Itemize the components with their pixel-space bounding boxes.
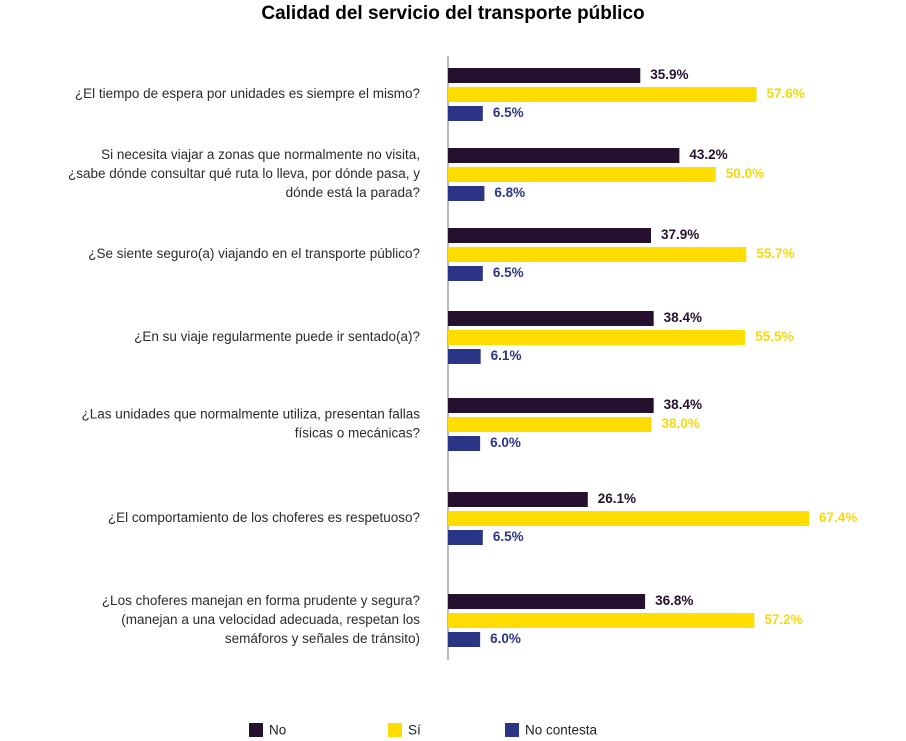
- category-label: dónde está la parada?: [286, 185, 420, 200]
- category-label: (manejan a una velocidad adecuada, respe…: [121, 612, 420, 627]
- bar-0: [448, 311, 654, 326]
- data-label: 6.8%: [494, 185, 525, 200]
- bar-1: [448, 167, 716, 182]
- category-label: ¿Los choferes manejan en forma prudente …: [102, 593, 420, 608]
- data-label: 55.5%: [755, 329, 793, 344]
- category-label: ¿El comportamiento de los choferes es re…: [108, 510, 420, 525]
- bar-1: [448, 417, 652, 432]
- bar-2: [448, 349, 481, 364]
- data-label: 6.5%: [493, 105, 524, 120]
- category-label: ¿sabe dónde consultar qué ruta lo lleva,…: [68, 166, 420, 181]
- data-label: 26.1%: [598, 491, 636, 506]
- bar-0: [448, 594, 646, 609]
- legend-swatch: [388, 723, 402, 737]
- data-label: 35.9%: [650, 67, 688, 82]
- category-label: ¿En su viaje regularmente puede ir senta…: [134, 329, 420, 344]
- data-label: 6.1%: [491, 348, 522, 363]
- data-label: 50.0%: [726, 166, 764, 181]
- category-label: físicas o mecánicas?: [295, 426, 420, 441]
- legend-label: No: [269, 723, 286, 738]
- bar-0: [448, 68, 641, 83]
- legend-swatch: [505, 723, 519, 737]
- bar-0: [448, 398, 654, 413]
- data-label: 57.2%: [764, 612, 802, 627]
- data-label: 38.4%: [664, 310, 702, 325]
- bar-0: [448, 148, 680, 163]
- data-label: 6.0%: [490, 435, 521, 450]
- category-label: ¿Se siente seguro(a) viajando en el tran…: [88, 246, 420, 261]
- data-label: 6.5%: [493, 529, 524, 544]
- bar-1: [448, 511, 809, 526]
- data-label: 55.7%: [756, 246, 794, 261]
- data-label: 36.8%: [655, 593, 693, 608]
- category-label: ¿Las unidades que normalmente utiliza, p…: [82, 407, 421, 422]
- data-label: 43.2%: [689, 147, 727, 162]
- data-label: 57.6%: [767, 86, 805, 101]
- category-label: Si necesita viajar a zonas que normalmen…: [101, 147, 420, 162]
- bar-2: [448, 530, 483, 545]
- chart-title: Calidad del servicio del transporte públ…: [261, 3, 645, 24]
- bar-0: [448, 492, 588, 507]
- data-label: 38.0%: [662, 416, 700, 431]
- legend-swatch: [249, 723, 263, 737]
- category-label: ¿El tiempo de espera por unidades es sie…: [75, 86, 420, 101]
- bar-0: [448, 228, 651, 243]
- bar-2: [448, 106, 483, 121]
- bar-2: [448, 436, 481, 451]
- bar-2: [448, 186, 485, 201]
- bar-2: [448, 266, 483, 281]
- data-label: 38.4%: [664, 397, 702, 412]
- bar-1: [448, 87, 757, 102]
- bar-2: [448, 632, 481, 647]
- data-label: 37.9%: [661, 227, 699, 242]
- bar-1: [448, 247, 747, 262]
- bar-1: [448, 613, 755, 628]
- legend-label: Sí: [408, 723, 421, 738]
- legend-label: No contesta: [525, 723, 598, 738]
- data-label: 6.0%: [490, 631, 521, 646]
- data-label: 67.4%: [819, 510, 857, 525]
- bar-1: [448, 330, 746, 345]
- data-label: 6.5%: [493, 265, 524, 280]
- category-label: semáforos y señales de tránsito): [225, 631, 420, 646]
